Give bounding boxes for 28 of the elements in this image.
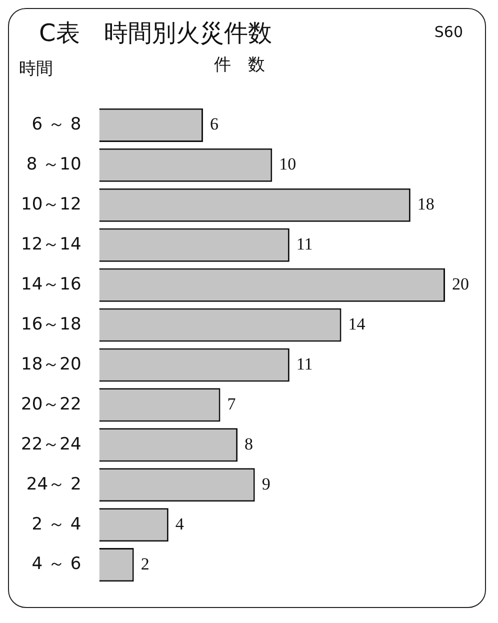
data-label: 6 xyxy=(210,114,218,134)
y-tick-label: 12～14 xyxy=(21,234,82,255)
data-label: 18 xyxy=(417,194,434,214)
data-label: 7 xyxy=(227,394,236,414)
y-axis-title: 時間 xyxy=(19,58,53,80)
data-label: 11 xyxy=(296,354,313,374)
data-label: 4 xyxy=(175,514,184,534)
data-label: 8 xyxy=(244,434,254,454)
y-tick-label: 16～18 xyxy=(21,314,82,334)
data-label: 2 xyxy=(140,554,150,574)
y-tick-label: 4 ～ 6 xyxy=(32,554,82,574)
data-label: 14 xyxy=(348,314,366,334)
data-label: 20 xyxy=(452,274,469,294)
text: S60 xyxy=(434,23,463,41)
chart-title: C表 時間別火災件数 xyxy=(39,18,272,49)
y-tick-label: 20～22 xyxy=(21,394,82,414)
y-tick-label: 10～12 xyxy=(21,194,82,215)
y-tick-label: 18～20 xyxy=(21,354,82,374)
y-tick-label: 22～24 xyxy=(21,434,82,454)
y-tick-label: 14～16 xyxy=(21,274,82,294)
y-tick-label: 6 ～ 8 xyxy=(32,114,82,135)
x-axis-title: 件 数 xyxy=(214,54,265,76)
y-tick-label: 24～ 2 xyxy=(26,474,82,494)
y-tick-label: 2 ～ 4 xyxy=(32,514,82,534)
data-label: 11 xyxy=(296,234,313,254)
y-tick-label: 8 ～10 xyxy=(26,154,82,175)
data-label: 9 xyxy=(262,474,270,494)
data-label: 10 xyxy=(279,154,296,174)
